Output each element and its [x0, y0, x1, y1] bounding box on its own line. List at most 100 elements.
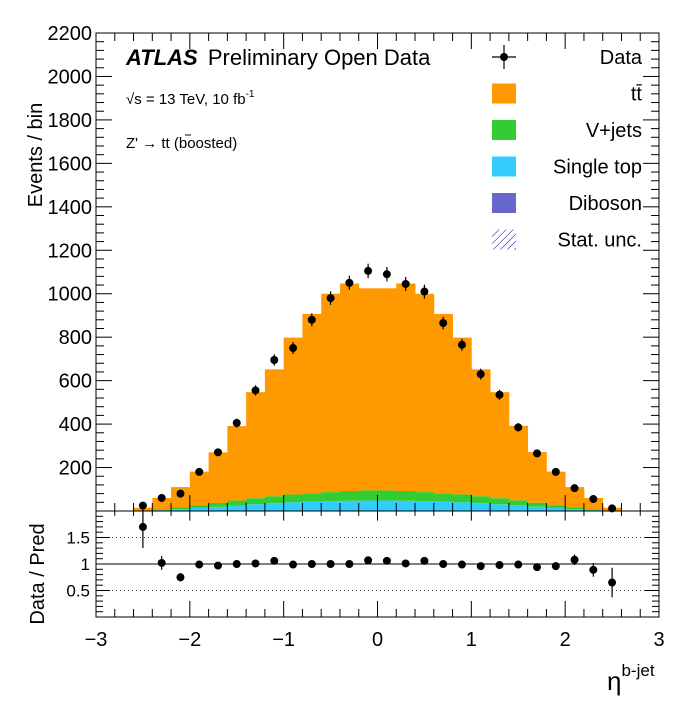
bar — [189, 505, 209, 508]
legend-swatch — [492, 120, 516, 140]
bar — [508, 425, 529, 501]
ratio-point — [326, 560, 335, 568]
bar — [171, 509, 191, 511]
data-point — [533, 449, 542, 458]
data-point — [608, 504, 617, 513]
ratio-point — [176, 573, 185, 582]
legend-label: Stat. unc. — [558, 230, 643, 252]
ratio-point — [570, 555, 579, 564]
bar — [583, 509, 604, 511]
bar — [471, 496, 491, 504]
data-point — [307, 315, 316, 324]
ratio-y-tick-label: 1 — [81, 555, 90, 574]
ratio-y-tick-label: 0.5 — [66, 582, 90, 601]
data-point — [138, 501, 147, 510]
legend-data-marker — [500, 53, 508, 61]
data-point — [345, 278, 354, 287]
x-tick-label: 3 — [653, 629, 664, 651]
data-point — [570, 484, 579, 493]
bar — [227, 500, 247, 506]
ratio-point — [551, 562, 560, 571]
y-tick-label: 1600 — [48, 153, 93, 175]
bar — [452, 502, 472, 511]
y-tick-label: 1800 — [48, 110, 93, 132]
bar — [321, 293, 341, 493]
x-tick-label: 2 — [560, 629, 571, 651]
bar — [471, 503, 491, 511]
bar — [433, 313, 453, 494]
ratio-point — [270, 556, 279, 565]
bar — [527, 452, 547, 503]
ratio-point — [514, 560, 523, 569]
bar — [565, 507, 585, 510]
bar — [396, 500, 416, 511]
bar — [546, 507, 566, 511]
atlas-label: ATLAS Preliminary Open Data — [125, 45, 431, 70]
bar — [246, 392, 266, 499]
bar — [565, 509, 585, 511]
y-tick-label: 1000 — [48, 284, 93, 306]
data-point — [232, 419, 241, 428]
process-label: Z' → tt (boosted) — [126, 134, 238, 152]
data-point — [213, 448, 222, 457]
bar — [546, 471, 566, 506]
bar — [490, 498, 510, 505]
bar — [227, 426, 247, 501]
bar — [377, 288, 397, 491]
data-point — [439, 319, 448, 328]
data-point — [157, 493, 166, 502]
bar — [565, 487, 585, 508]
process-prefix: Z' → t — [126, 135, 166, 152]
ratio-point — [364, 556, 373, 565]
process-suffix: (boosted) — [170, 135, 238, 152]
bar — [358, 500, 378, 511]
legend-swatch — [492, 156, 516, 177]
legend: Data tt̄ V+jets Single top Diboson Stat. unc. — [492, 45, 643, 252]
data-point — [364, 266, 373, 275]
bar — [396, 283, 416, 492]
ratio-point — [476, 562, 485, 571]
ratio-point — [157, 558, 166, 567]
energy-text: = 13 TeV, 10 fb — [142, 91, 246, 108]
legend-label: Single top — [553, 157, 642, 179]
data-point — [420, 287, 429, 296]
bar — [302, 493, 322, 502]
legend-label: Data — [600, 47, 643, 69]
bar — [264, 503, 285, 511]
data-point — [514, 423, 523, 432]
bar — [377, 500, 397, 511]
bar — [452, 494, 472, 503]
ratio-point — [213, 561, 222, 570]
data-point — [551, 467, 560, 476]
ratio-point — [289, 560, 298, 569]
ratio-point — [251, 559, 260, 568]
bar — [283, 494, 303, 503]
ratio-point — [457, 560, 466, 569]
bar — [152, 509, 172, 511]
bar — [264, 369, 285, 497]
ratio-y-axis-label: Data / Pred — [27, 523, 49, 624]
ratio-point — [345, 560, 354, 568]
ratio-point — [495, 561, 504, 570]
legend-label: V+jets — [586, 120, 642, 142]
data-point — [476, 370, 485, 379]
data-point — [270, 355, 279, 364]
data-point — [495, 390, 504, 399]
data-point — [326, 294, 335, 303]
bar — [358, 490, 378, 501]
ratio-point — [307, 560, 316, 568]
y-tick-label: 2200 — [48, 23, 93, 45]
x-tick-label: 1 — [466, 629, 477, 651]
bar — [433, 493, 453, 502]
x-tick-label: −2 — [178, 629, 201, 651]
bar — [490, 504, 510, 511]
bar — [508, 505, 529, 511]
bar — [227, 505, 247, 511]
data-point — [289, 344, 298, 353]
ratio-point — [232, 560, 241, 568]
bar — [189, 507, 209, 511]
ratio-points — [138, 505, 617, 598]
bar — [433, 501, 453, 511]
bar — [471, 369, 491, 497]
